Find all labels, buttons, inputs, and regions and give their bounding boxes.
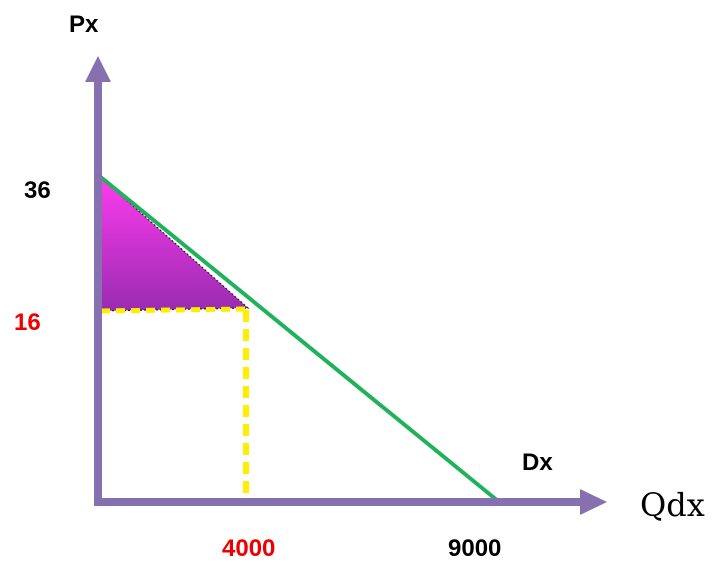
y-axis-arrow <box>85 56 111 82</box>
demand-curve-label: Dx <box>522 449 553 476</box>
price-max-label: 36 <box>24 177 51 204</box>
x-axis-label: Qdx <box>640 486 705 524</box>
price-eq-label: 16 <box>14 309 41 336</box>
demand-line <box>95 172 500 503</box>
price-guide-line <box>100 306 247 314</box>
x-axis-arrow <box>580 489 607 515</box>
y-axis-line <box>94 78 102 504</box>
y-axis-label: Px <box>69 11 99 38</box>
quantity-eq-label: 4000 <box>222 535 275 562</box>
x-axis-line <box>94 498 582 506</box>
quantity-max-label: 9000 <box>448 535 501 562</box>
